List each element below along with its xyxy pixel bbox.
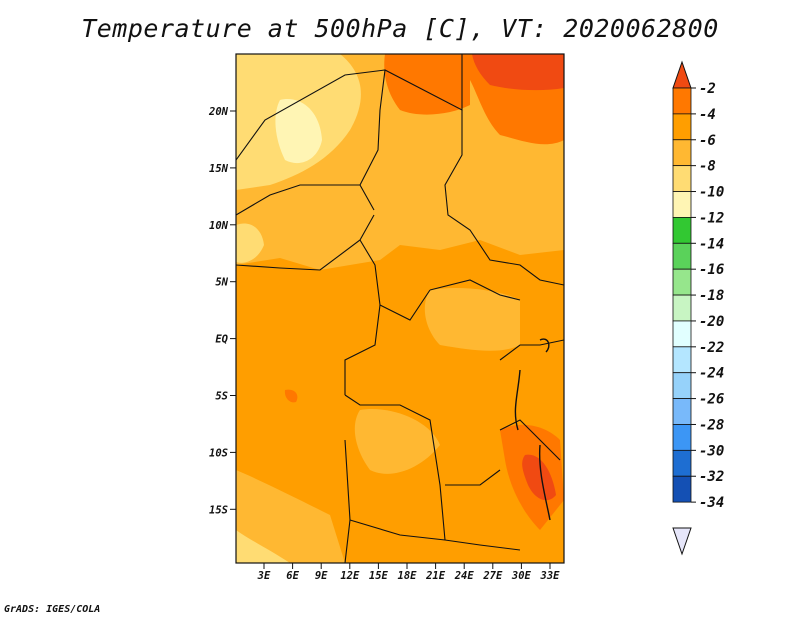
lon-tick-label: 33E [540,570,561,582]
lon-tick-label: 15E [369,570,389,582]
lat-tick-label: 15S [209,504,228,516]
colorbar-label: -20 [699,314,724,330]
colorbar-box [672,346,692,374]
colorbar-label: -28 [699,417,724,433]
colorbar-box [672,217,692,244]
lat-tick-label: EQ [215,334,228,346]
lakes [514,338,551,521]
temperature-field [236,54,564,563]
colorbar-label: -2 [699,81,716,97]
credit-label: GrADS: IGES/COLA [4,604,101,615]
longitude-axis: 3E 6E 9E 12E 15E 18E 21E 24E 27E 30E 33E [257,563,560,582]
colorbar-box [672,398,692,425]
latitude-axis: 20N 15N 10N 5N EQ 5S 10S 15S [208,106,236,516]
colorbar-label: -34 [699,495,724,511]
colorbar-label: -10 [699,185,724,201]
lat-tick-label: 15N [209,163,229,175]
lon-tick-label: 21E [425,570,446,582]
colorbar-box [672,475,692,503]
colorbar-label: -6 [699,133,716,149]
lat-tick-label: 10N [209,220,229,232]
lon-tick-label: 18E [398,570,418,582]
colorbar-top-arrow [672,60,692,89]
colorbar-label: -4 [699,107,716,123]
colorbar-box [672,424,692,451]
country-borders [236,54,564,563]
lat-tick-label: 5S [215,391,228,403]
lat-tick-label: 5N [215,277,228,289]
colorbar-box [672,139,692,167]
colorbar-box [672,113,692,141]
colorbar: -2 -4 -6 -8 -10 -12 -14 -16 -18 -20 -22 -24 -26 -28 -3… [672,60,724,556]
map-title: Temperature at 500hPa [C], VT: 202006280… [81,14,719,43]
lat-tick-label: 10S [209,447,228,459]
colorbar-label: -26 [699,392,724,408]
colorbar-box [672,320,692,348]
colorbar-label: -12 [699,210,724,226]
colorbar-label: -8 [699,159,716,175]
colorbar-box [672,449,692,477]
lon-tick-label: 27E [482,570,503,582]
map-frame [235,53,565,564]
lon-tick-label: 24E [454,570,475,582]
colorbar-box [672,294,692,322]
colorbar-label: -18 [699,288,724,304]
lat-tick-label: 20N [208,106,229,118]
colorbar-box [672,191,692,218]
colorbar-label: -30 [699,443,724,459]
colorbar-box [672,372,692,399]
lon-tick-label: 30E [511,570,532,582]
lon-tick-label: 3E [257,570,271,582]
lon-tick-label: 6E [286,570,299,582]
colorbar-label: -22 [699,340,724,356]
colorbar-box [672,268,692,296]
colorbar-label: -32 [699,469,724,485]
colorbar-label: -16 [699,262,724,278]
lon-tick-label: 9E [315,570,328,582]
colorbar-box [672,165,692,192]
lon-tick-label: 12E [340,570,360,582]
colorbar-bottom-arrow [672,527,692,556]
colorbar-box [672,87,692,115]
colorbar-box [672,242,692,270]
colorbar-label: -24 [699,366,724,382]
colorbar-label: -14 [699,236,724,252]
